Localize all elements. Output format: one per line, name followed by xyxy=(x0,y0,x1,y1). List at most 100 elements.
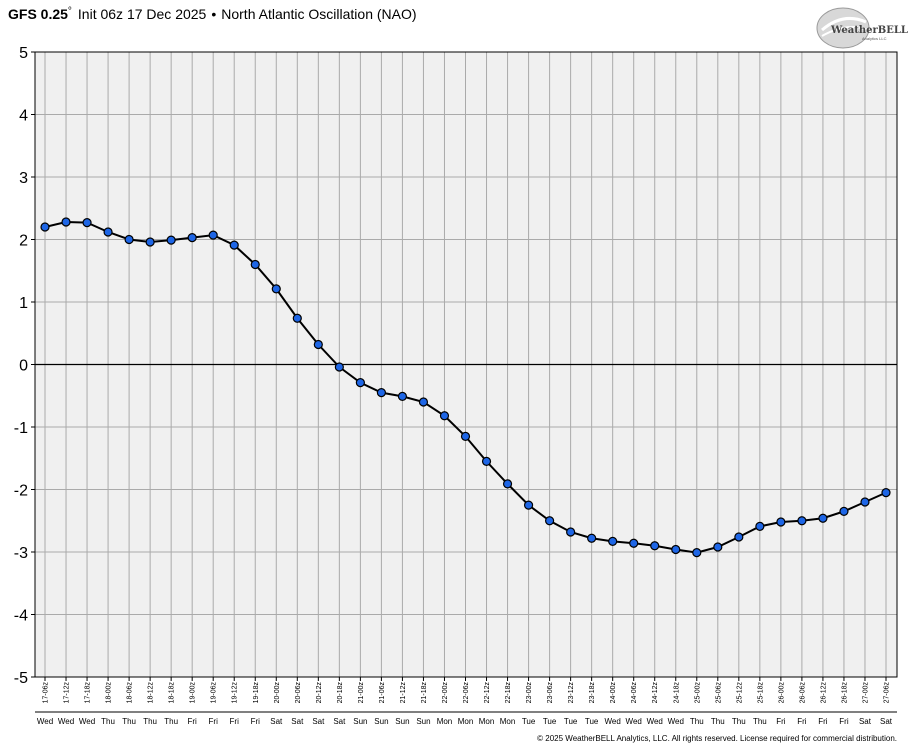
header-bullet: • xyxy=(211,6,216,22)
x-day-label: Fri xyxy=(209,717,219,726)
x-tick-label: 26-06z xyxy=(799,682,806,704)
x-day-label: Mon xyxy=(500,717,516,726)
degree-mark: ° xyxy=(68,6,72,17)
data-point xyxy=(608,536,618,546)
x-tick-label: 24-00z xyxy=(610,682,617,704)
x-day-label: Wed xyxy=(668,717,684,726)
init-time: Init 06z 17 Dec 2025 xyxy=(78,6,207,22)
x-tick-label: 24-12z xyxy=(652,682,659,704)
x-tick-label: 21-12z xyxy=(400,682,407,704)
x-tick-label: 17-18z xyxy=(85,682,92,704)
copyright-footer: © 2025 WeatherBELL Analytics, LLC. All r… xyxy=(537,734,897,743)
x-day-label: Thu xyxy=(164,717,178,726)
data-point xyxy=(713,542,723,552)
y-tick-label: -5 xyxy=(14,670,28,687)
x-tick-label: 22-06z xyxy=(463,682,470,704)
x-tick-label: 23-12z xyxy=(568,682,575,704)
x-tick-label: 24-06z xyxy=(631,682,638,704)
data-point xyxy=(439,411,450,421)
data-point xyxy=(587,533,597,543)
x-tick-label: 27-06z xyxy=(884,682,891,704)
x-tick-label: 18-00z xyxy=(106,682,113,704)
x-tick-label: 19-12z xyxy=(232,682,239,704)
nao-series-markers xyxy=(40,217,891,558)
x-day-label: Sat xyxy=(859,717,872,726)
x-tick-label: 23-00z xyxy=(526,682,533,704)
y-tick-label: 1 xyxy=(19,295,28,312)
x-tick-label: 25-18z xyxy=(757,682,764,704)
x-day-label: Wed xyxy=(647,717,663,726)
x-tick-label: 26-00z xyxy=(778,682,785,704)
x-day-label: Sun xyxy=(353,717,367,726)
data-point xyxy=(40,222,50,232)
x-tick-label: 17-06z xyxy=(43,682,50,704)
data-point xyxy=(376,388,386,398)
logo-subtext: Analytics LLC xyxy=(862,36,887,41)
data-point xyxy=(671,544,681,555)
data-point xyxy=(166,235,176,245)
x-tick-label: 18-06z xyxy=(127,682,134,704)
data-point xyxy=(397,391,408,401)
x-day-label: Fri xyxy=(776,717,786,726)
x-day-label: Fri xyxy=(188,717,198,726)
data-point xyxy=(755,521,765,531)
weatherbell-logo: WeatherBELL Analytics LLC xyxy=(816,7,908,49)
x-day-label: Wed xyxy=(79,717,95,726)
data-point xyxy=(292,313,302,323)
data-point xyxy=(650,541,660,551)
x-day-label: Sat xyxy=(312,717,325,726)
x-tick-label: 25-00z xyxy=(694,682,701,704)
x-tick-label: 21-18z xyxy=(421,682,428,704)
x-tick-label: 23-06z xyxy=(547,682,554,704)
x-day-label: Mon xyxy=(479,717,495,726)
x-tick-label: 25-12z xyxy=(736,682,743,704)
data-point xyxy=(187,233,197,243)
x-day-label: Tue xyxy=(564,717,578,726)
x-day-label: Sat xyxy=(880,717,893,726)
x-day-label: Fri xyxy=(818,717,828,726)
data-point xyxy=(229,240,239,250)
data-point xyxy=(61,217,71,227)
x-day-label: Fri xyxy=(839,717,849,726)
x-day-label: Sat xyxy=(291,717,304,726)
x-day-label: Thu xyxy=(122,717,136,726)
model-name: GFS 0.25 xyxy=(8,6,68,22)
data-point xyxy=(797,516,807,526)
x-tick-label: 19-18z xyxy=(253,682,260,704)
x-tick-label: 26-12z xyxy=(820,682,827,704)
chart-header: GFS 0.25° Init 06z 17 Dec 2025 • North Atla… xyxy=(8,6,417,22)
x-tick-label: 25-06z xyxy=(715,682,722,704)
data-point xyxy=(566,527,576,537)
data-point xyxy=(818,513,828,523)
data-point xyxy=(776,517,786,527)
data-point xyxy=(544,516,555,526)
x-tick-label: 22-12z xyxy=(484,682,491,704)
x-tick-label: 20-06z xyxy=(295,682,302,704)
x-day-label: Fri xyxy=(230,717,240,726)
x-day-label: Sun xyxy=(374,717,388,726)
x-tick-label: 22-18z xyxy=(505,682,512,704)
x-day-label: Thu xyxy=(143,717,157,726)
y-tick-label: 3 xyxy=(19,170,28,187)
x-tick-label: 19-06z xyxy=(211,682,218,704)
x-day-label: Tue xyxy=(522,717,536,726)
y-tick-label: 2 xyxy=(19,233,28,250)
data-point xyxy=(103,227,113,237)
logo-text: WeatherBELL xyxy=(830,25,908,36)
y-tick-label: -3 xyxy=(14,545,28,562)
x-tick-label: 19-00z xyxy=(190,682,197,704)
x-day-label: Wed xyxy=(605,717,621,726)
x-day-label: Thu xyxy=(753,717,767,726)
x-tick-label: 27-00z xyxy=(862,682,869,704)
x-day-label: Sat xyxy=(333,717,346,726)
x-day-label: Thu xyxy=(711,717,725,726)
x-day-label: Sun xyxy=(395,717,409,726)
x-day-label: Fri xyxy=(797,717,807,726)
x-day-label: Tue xyxy=(585,717,599,726)
y-tick-label: -2 xyxy=(14,483,28,500)
x-tick-label: 17-12z xyxy=(64,682,71,704)
x-tick-label: 18-12z xyxy=(148,682,155,704)
data-point xyxy=(145,237,155,247)
data-point xyxy=(502,479,513,489)
